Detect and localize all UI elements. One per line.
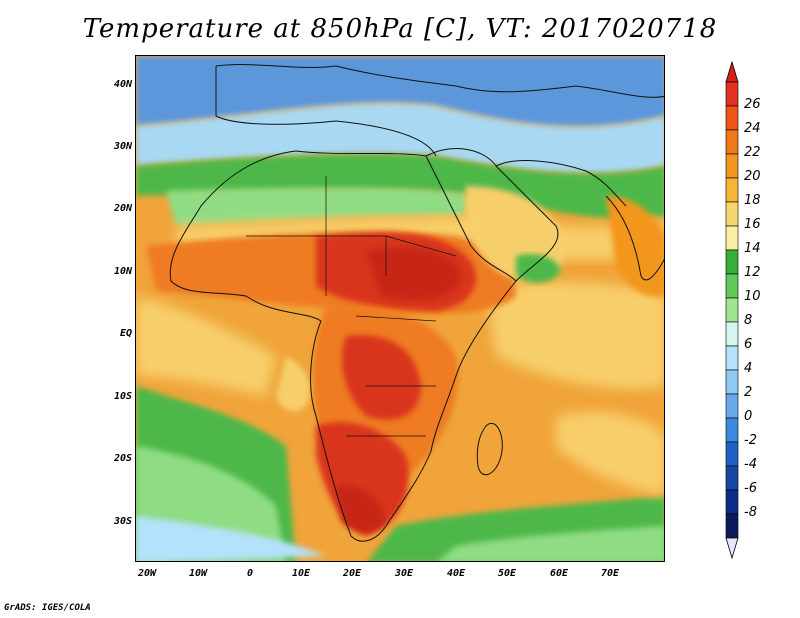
colorbar-swatch [725, 465, 739, 491]
mediterranean-cold-zone [136, 56, 664, 127]
map-field [136, 56, 664, 561]
colorbar-top-cap [725, 60, 739, 83]
colorbar-swatch [725, 297, 739, 323]
colorbar-label: 14 [744, 241, 761, 256]
lat-label-30s: 30S [113, 516, 132, 527]
colorbar-swatch [725, 129, 739, 155]
colorbar-label: -8 [744, 505, 757, 520]
colorbar-label: 2 [744, 385, 753, 400]
lon-label-40e: 40E [446, 568, 466, 579]
colorbar-label: 6 [744, 337, 753, 352]
lat-label-30n: 30N [113, 141, 132, 152]
colorbar-swatch [725, 345, 739, 371]
colorbar-label: -2 [744, 433, 757, 448]
colorbar-swatch [725, 417, 739, 443]
colorbar-swatch [725, 177, 739, 203]
colorbar-swatch [725, 225, 739, 251]
colorbar-swatch [725, 441, 739, 467]
colorbar-label: 26 [744, 97, 761, 112]
lon-label-20w: 20W [137, 568, 157, 579]
colorbar-swatch [725, 489, 739, 515]
colorbar-label: 20 [744, 169, 761, 184]
middle-east-coastline [495, 160, 627, 207]
colorbar-swatch [725, 249, 739, 275]
lon-label-10w: 10W [188, 568, 208, 579]
colorbar-label: 24 [744, 121, 761, 136]
colorbar-swatch [725, 369, 739, 395]
colorbar-swatch [725, 201, 739, 227]
colorbar-swatch [725, 153, 739, 179]
colorbar-label: 4 [744, 361, 753, 376]
colorbar-label: 10 [744, 289, 761, 304]
lat-label-40n: 40N [113, 79, 132, 90]
lon-label-30e: 30E [394, 568, 414, 579]
colorbar-label: 16 [744, 217, 761, 232]
europe-coastline [215, 64, 664, 98]
colorbar-label: 8 [744, 313, 753, 328]
lon-label-10e: 10E [291, 568, 311, 579]
colorbar-swatch [725, 393, 739, 419]
lon-label-60e: 60E [549, 568, 569, 579]
colorbar-swatch [725, 105, 739, 131]
lon-label-20e: 20E [342, 568, 362, 579]
colorbar-label: -6 [744, 481, 757, 496]
africa-coastline [169, 150, 517, 542]
india-coastline [605, 195, 664, 281]
lat-label-20n: 20N [113, 203, 132, 214]
colorbar-label: 22 [744, 145, 761, 160]
madagascar-outline [476, 423, 503, 476]
colorbar-label: -4 [744, 457, 757, 472]
lat-label-eq: EQ [119, 328, 132, 339]
lat-label-10n: 10N [113, 266, 132, 277]
colorbar [725, 60, 739, 560]
colorbar-swatch [725, 513, 739, 539]
colorbar-swatch [725, 321, 739, 347]
temperature-map [135, 55, 665, 562]
colorbar-bottom-cap [725, 537, 739, 560]
colorbar-label: 18 [744, 193, 761, 208]
lat-label-20s: 20S [113, 453, 132, 464]
colorbar-swatch [725, 81, 739, 107]
lon-label-70e: 70E [600, 568, 620, 579]
lat-label-10s: 10S [113, 391, 132, 402]
colorbar-label: 12 [744, 265, 761, 280]
colorbar-swatch [725, 273, 739, 299]
grads-credit: GrADS: IGES/COLA [4, 603, 91, 613]
country-borders [246, 176, 457, 437]
lon-label-0: 0 [246, 568, 254, 579]
plot-title: Temperature at 850hPa [C], VT: 201702071… [82, 14, 718, 44]
colorbar-label: 0 [744, 409, 753, 424]
lon-label-50e: 50E [497, 568, 517, 579]
